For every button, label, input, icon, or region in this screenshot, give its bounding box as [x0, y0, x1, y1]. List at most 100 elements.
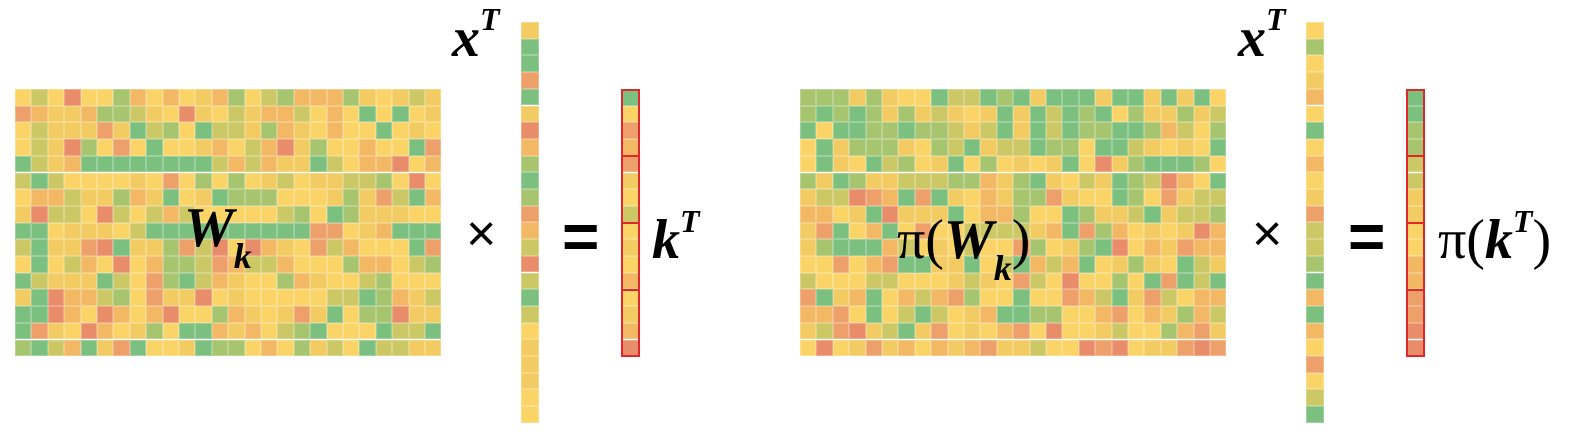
heatmap-cell — [865, 322, 882, 340]
heatmap-cell — [195, 139, 212, 156]
heatmap-cell — [64, 89, 81, 106]
heatmap-cell — [80, 339, 97, 357]
heatmap-cell — [31, 289, 48, 307]
heatmap-cell — [1160, 339, 1178, 357]
heatmap-cell — [343, 339, 360, 357]
heatmap-cell — [392, 239, 409, 256]
heatmap-cell — [1128, 322, 1145, 340]
heatmap-cell — [521, 389, 539, 407]
heatmap-cell — [1128, 89, 1145, 106]
heatmap-cell — [1193, 205, 1210, 223]
heatmap-cell — [326, 339, 343, 357]
heatmap-cell — [980, 256, 997, 273]
heatmap-cell — [1046, 122, 1063, 140]
heatmap-cell — [211, 339, 229, 357]
heatmap-cell — [816, 289, 833, 307]
heatmap-cell — [1095, 289, 1112, 307]
heatmap-cell — [1095, 172, 1112, 190]
heatmap-cell — [146, 155, 163, 173]
heatmap-cell — [980, 322, 997, 340]
heatmap-cell — [179, 289, 196, 307]
heatmap-cell — [1029, 222, 1046, 240]
heatmap-cell — [326, 122, 343, 140]
heatmap-cell — [521, 155, 539, 173]
heatmap-cell — [179, 105, 196, 123]
heatmap-cell — [343, 105, 360, 123]
heatmap-cell — [849, 256, 866, 273]
heatmap-cell — [277, 89, 294, 106]
heatmap-cell — [310, 239, 327, 256]
heatmap-cell — [343, 205, 360, 223]
heatmap-cell — [1095, 89, 1112, 106]
heatmap-cell — [425, 272, 442, 290]
heatmap-cell — [425, 122, 442, 140]
result-vector-divider — [1406, 289, 1425, 291]
heatmap-cell — [521, 255, 539, 273]
heatmap-cell — [1144, 272, 1161, 290]
heatmap-cell — [293, 89, 311, 106]
heatmap-cell — [1111, 256, 1128, 273]
heatmap-cell — [947, 139, 964, 156]
heatmap-cell — [47, 122, 65, 140]
heatmap-cell — [1306, 356, 1324, 373]
heatmap-cell — [113, 322, 130, 340]
heatmap-cell — [146, 256, 163, 273]
heatmap-cell — [15, 89, 32, 106]
heatmap-cell — [15, 339, 32, 357]
heatmap-cell — [996, 205, 1014, 223]
heatmap-cell — [113, 172, 130, 190]
heatmap-cell — [129, 155, 147, 173]
heatmap-cell — [359, 339, 376, 357]
heatmap-cell — [1062, 322, 1079, 340]
heatmap-cell — [1029, 139, 1046, 156]
heatmap-cell — [1306, 22, 1324, 39]
heatmap-cell — [931, 272, 948, 290]
heatmap-cell — [375, 322, 393, 340]
heatmap-cell — [228, 322, 245, 340]
matrix-label-pi-wk: π(Wk) — [897, 209, 1031, 288]
heatmap-cell — [1111, 139, 1128, 156]
heatmap-cell — [1177, 189, 1194, 206]
heatmap-cell — [113, 189, 130, 206]
heatmap-cell — [800, 339, 817, 357]
heatmap-cell — [849, 339, 866, 357]
heatmap-cell — [310, 205, 327, 223]
heatmap-cell — [293, 189, 311, 206]
heatmap-cell — [914, 306, 932, 323]
heatmap-cell — [80, 289, 97, 307]
heatmap-cell — [1046, 172, 1063, 190]
heatmap-cell — [146, 139, 163, 156]
heatmap-cell — [392, 189, 409, 206]
heatmap-cell — [1095, 122, 1112, 140]
heatmap-cell — [914, 289, 932, 307]
heatmap-cell — [1046, 139, 1063, 156]
heatmap-cell — [277, 139, 294, 156]
heatmap-cell — [80, 105, 97, 123]
heatmap-cell — [1013, 239, 1030, 256]
heatmap-cell — [914, 89, 932, 106]
heatmap-cell — [162, 289, 179, 307]
heatmap-cell — [129, 172, 147, 190]
heatmap-cell — [1177, 306, 1194, 323]
heatmap-cell — [310, 189, 327, 206]
heatmap-cell — [425, 205, 442, 223]
heatmap-cell — [964, 172, 981, 190]
times-operator-left: × — [466, 205, 497, 263]
heatmap-cell — [392, 339, 409, 357]
heatmap-cell — [800, 205, 817, 223]
heatmap-cell — [80, 306, 97, 323]
heatmap-cell — [146, 222, 163, 240]
heatmap-cell — [211, 89, 229, 106]
heatmap-cell — [146, 322, 163, 340]
heatmap-cell — [1160, 205, 1178, 223]
heatmap-cell — [1144, 155, 1161, 173]
heatmap-cell — [425, 172, 442, 190]
heatmap-cell — [425, 89, 442, 106]
heatmap-cell — [521, 356, 539, 373]
heatmap-cell — [408, 272, 425, 290]
heatmap-cell — [375, 222, 393, 240]
heatmap-cell — [931, 339, 948, 357]
heatmap-cell — [947, 189, 964, 206]
heatmap-cell — [80, 139, 97, 156]
heatmap-cell — [64, 239, 81, 256]
